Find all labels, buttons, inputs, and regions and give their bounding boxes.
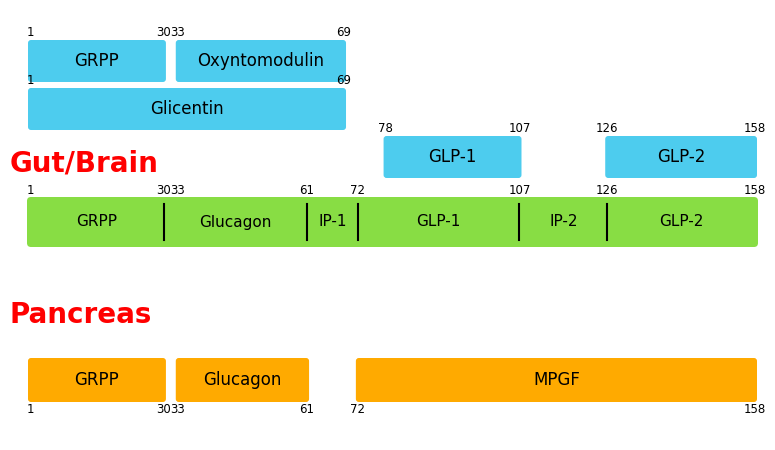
Text: MPGF: MPGF	[533, 371, 580, 389]
Text: 33: 33	[170, 26, 185, 39]
FancyBboxPatch shape	[27, 197, 758, 247]
FancyBboxPatch shape	[28, 88, 346, 130]
Text: GLP-1: GLP-1	[416, 215, 461, 230]
Text: IP-1: IP-1	[319, 215, 346, 230]
Text: 30: 30	[157, 403, 171, 416]
Text: 158: 158	[744, 403, 766, 416]
Text: GRPP: GRPP	[74, 371, 119, 389]
Text: 69: 69	[336, 26, 352, 39]
Text: GLP-2: GLP-2	[659, 215, 703, 230]
Text: 1: 1	[26, 74, 34, 87]
Text: 158: 158	[744, 184, 766, 197]
FancyBboxPatch shape	[356, 358, 757, 402]
Text: 1: 1	[26, 184, 34, 197]
Text: 69: 69	[336, 74, 352, 87]
Text: 1: 1	[26, 26, 34, 39]
Text: 33: 33	[170, 184, 185, 197]
Text: IP-2: IP-2	[549, 215, 577, 230]
Text: Pancreas: Pancreas	[10, 301, 153, 329]
FancyBboxPatch shape	[605, 136, 757, 178]
Text: 61: 61	[300, 184, 315, 197]
Text: GLP-1: GLP-1	[429, 148, 477, 166]
FancyBboxPatch shape	[384, 136, 522, 178]
Text: Gut/Brain: Gut/Brain	[10, 149, 159, 177]
Text: Glicentin: Glicentin	[150, 100, 224, 118]
Text: 107: 107	[508, 184, 531, 197]
Text: 72: 72	[350, 403, 365, 416]
Text: 107: 107	[508, 122, 531, 135]
Text: 33: 33	[170, 403, 185, 416]
Text: 30: 30	[157, 184, 171, 197]
FancyBboxPatch shape	[176, 358, 309, 402]
Text: 126: 126	[596, 184, 618, 197]
Text: 1: 1	[26, 403, 34, 416]
Text: Glucagon: Glucagon	[203, 371, 281, 389]
Text: 78: 78	[378, 122, 393, 135]
FancyBboxPatch shape	[176, 40, 346, 82]
Text: 126: 126	[596, 122, 618, 135]
Text: GLP-2: GLP-2	[657, 148, 705, 166]
Text: Oxyntomodulin: Oxyntomodulin	[198, 52, 325, 70]
Text: 30: 30	[157, 26, 171, 39]
Text: 61: 61	[300, 403, 315, 416]
Text: 158: 158	[744, 122, 766, 135]
Text: 72: 72	[350, 184, 365, 197]
FancyBboxPatch shape	[28, 358, 166, 402]
Text: GRPP: GRPP	[74, 52, 119, 70]
Text: Glucagon: Glucagon	[199, 215, 272, 230]
FancyBboxPatch shape	[28, 40, 166, 82]
Text: GRPP: GRPP	[77, 215, 118, 230]
